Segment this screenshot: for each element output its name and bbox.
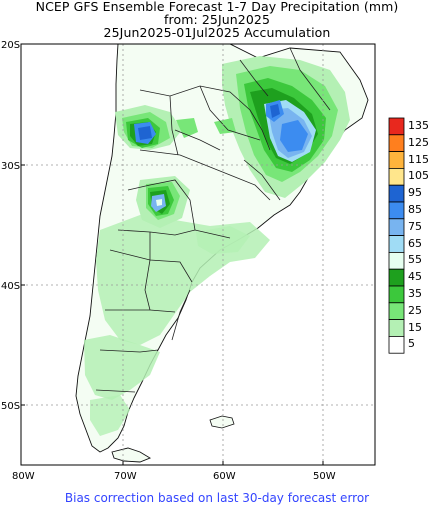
colorbar-level-label: 85 xyxy=(408,203,422,216)
colorbar-level-label: 45 xyxy=(408,270,422,284)
accumulation-period: 25Jun2025-01Jul2025 Accumulation xyxy=(103,25,331,40)
forecast-start-date: from: 25Jun2025 xyxy=(163,12,271,27)
lon-label-70w: 70W xyxy=(114,471,137,482)
lat-label-50s: 50S xyxy=(1,401,20,412)
colorbar-swatch xyxy=(388,117,405,136)
colorbar-level-label: 95 xyxy=(408,186,422,200)
falkland-islands xyxy=(209,415,235,429)
bias-correction-note: Bias correction based on last 30-day for… xyxy=(64,491,370,505)
lon-label-80w: 80W xyxy=(12,471,35,482)
colorbar-swatch xyxy=(388,184,405,203)
colorbar-level-label: 135 xyxy=(408,119,429,132)
map-border xyxy=(20,43,376,466)
colorbar-swatch xyxy=(388,201,405,220)
colorbar-swatch xyxy=(388,268,405,287)
lat-label-30s: 30S xyxy=(1,161,20,172)
colorbar-level-label: 125 xyxy=(408,135,429,149)
colorbar xyxy=(388,117,405,354)
colorbar-swatch xyxy=(388,235,405,253)
colorbar-swatch xyxy=(388,251,405,270)
colorbar-swatch xyxy=(388,285,405,304)
tierra-del-fuego xyxy=(111,447,152,463)
colorbar-level-label: 75 xyxy=(408,219,422,233)
precipitation-fields xyxy=(84,56,350,436)
colorbar-swatch xyxy=(388,319,405,337)
colorbar-swatch xyxy=(388,335,405,354)
colorbar-level-label: 105 xyxy=(408,169,429,183)
lon-label-50w: 50W xyxy=(313,471,336,482)
lon-label-60w: 60W xyxy=(213,471,236,482)
lat-label-40s: 40S xyxy=(1,281,20,292)
colorbar-level-label: 15 xyxy=(408,320,422,334)
colorbar-swatch xyxy=(388,167,405,186)
colorbar-level-label: 55 xyxy=(408,253,422,267)
political-borders xyxy=(95,47,331,393)
map-title: NCEP GFS Ensemble Forecast 1-7 Day Preci… xyxy=(35,0,399,14)
graticule xyxy=(21,44,375,465)
colorbar-level-label: 35 xyxy=(408,287,422,300)
colorbar-level-label: 25 xyxy=(408,303,422,317)
colorbar-level-label: 65 xyxy=(408,236,422,250)
colorbar-swatch xyxy=(388,302,405,320)
colorbar-level-label: 5 xyxy=(408,337,415,351)
colorbar-swatch xyxy=(388,151,405,169)
colorbar-level-label: 115 xyxy=(408,152,429,166)
lat-label-20s: 20S xyxy=(1,40,20,51)
colorbar-swatch xyxy=(388,134,405,153)
colorbar-swatch xyxy=(388,218,405,237)
